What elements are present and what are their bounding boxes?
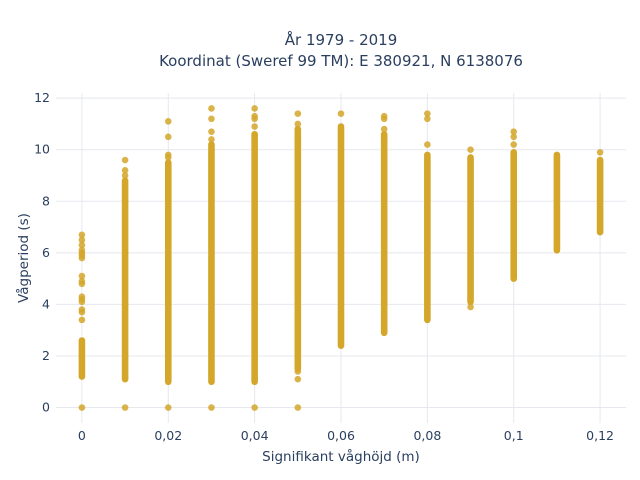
data-point xyxy=(78,241,86,249)
data-point xyxy=(78,231,86,239)
y-tick-label: 4 xyxy=(42,296,50,311)
data-point xyxy=(510,141,518,148)
data-point xyxy=(294,120,302,128)
chart-title-line-2: Koordinat (Sweref 99 TM): E 380921, N 61… xyxy=(159,52,523,70)
data-point xyxy=(251,123,258,130)
data-point xyxy=(78,277,86,285)
data-point-cluster xyxy=(208,141,215,386)
data-point xyxy=(208,128,215,135)
chart-title-line-1: År 1979 - 2019 xyxy=(285,30,398,49)
data-point-cluster xyxy=(596,156,604,236)
data-point-cluster xyxy=(251,130,258,386)
y-tick-label: 8 xyxy=(42,193,50,208)
data-point-cluster xyxy=(294,125,302,373)
data-point xyxy=(78,246,86,254)
y-tick-label: 2 xyxy=(42,348,50,363)
data-point-cluster xyxy=(121,177,129,383)
data-point xyxy=(78,306,86,313)
data-point xyxy=(251,112,258,120)
data-point xyxy=(208,404,215,411)
data-point xyxy=(121,172,129,179)
y-tick-label: 12 xyxy=(34,90,50,105)
data-point xyxy=(78,293,86,300)
data-point xyxy=(510,128,518,135)
data-point xyxy=(510,133,518,141)
data-point xyxy=(121,156,129,164)
y-tick-label: 0 xyxy=(42,400,50,415)
data-point-cluster xyxy=(337,123,345,349)
data-point xyxy=(78,236,86,244)
data-points xyxy=(78,105,604,411)
data-point xyxy=(380,112,388,120)
data-point xyxy=(164,133,172,141)
data-point xyxy=(294,375,302,383)
data-point-cluster xyxy=(467,154,474,306)
data-point xyxy=(78,272,86,280)
y-tick-label: 10 xyxy=(34,142,50,157)
data-point xyxy=(294,404,302,411)
x-axis-title: Signifikant våghöjd (m) xyxy=(262,448,420,465)
x-tick-label: 0,02 xyxy=(154,428,182,443)
y-tick-label: 6 xyxy=(42,245,50,260)
data-point-cluster xyxy=(553,151,561,254)
data-point xyxy=(78,316,86,324)
data-point xyxy=(78,404,86,411)
x-tick-label: 0 xyxy=(78,428,86,443)
data-point-cluster xyxy=(510,148,518,282)
x-tick-labels: 0 0,02 0,04 0,06 0,08 0,1 0,12 xyxy=(78,428,614,443)
data-point-cluster xyxy=(380,130,388,337)
data-point xyxy=(164,151,172,159)
data-point xyxy=(380,125,388,133)
data-point xyxy=(164,404,172,411)
data-point xyxy=(467,146,474,154)
data-point-cluster xyxy=(78,337,86,380)
data-point xyxy=(164,118,172,125)
data-point xyxy=(208,105,215,112)
data-point xyxy=(294,368,302,375)
data-point xyxy=(251,105,258,112)
data-point xyxy=(337,110,345,117)
y-tick-labels: 0 2 4 6 8 10 12 xyxy=(34,90,50,414)
data-point xyxy=(208,136,215,143)
data-point-cluster xyxy=(164,159,172,386)
data-point xyxy=(596,148,604,156)
data-point xyxy=(208,115,215,123)
data-point-cluster xyxy=(424,151,431,324)
data-point xyxy=(467,303,474,311)
x-tick-label: 0,04 xyxy=(241,428,269,443)
data-point xyxy=(424,115,431,123)
data-point xyxy=(424,141,431,148)
data-point xyxy=(251,404,258,411)
data-point xyxy=(294,110,302,117)
data-point xyxy=(424,110,431,117)
x-tick-label: 0,06 xyxy=(327,428,355,443)
y-axis-title: Vågperiod (s) xyxy=(15,213,32,303)
x-tick-label: 0,1 xyxy=(504,428,524,443)
data-point xyxy=(121,404,129,411)
x-tick-label: 0,08 xyxy=(413,428,441,443)
data-point xyxy=(121,167,129,174)
x-tick-label: 0,12 xyxy=(586,428,614,443)
